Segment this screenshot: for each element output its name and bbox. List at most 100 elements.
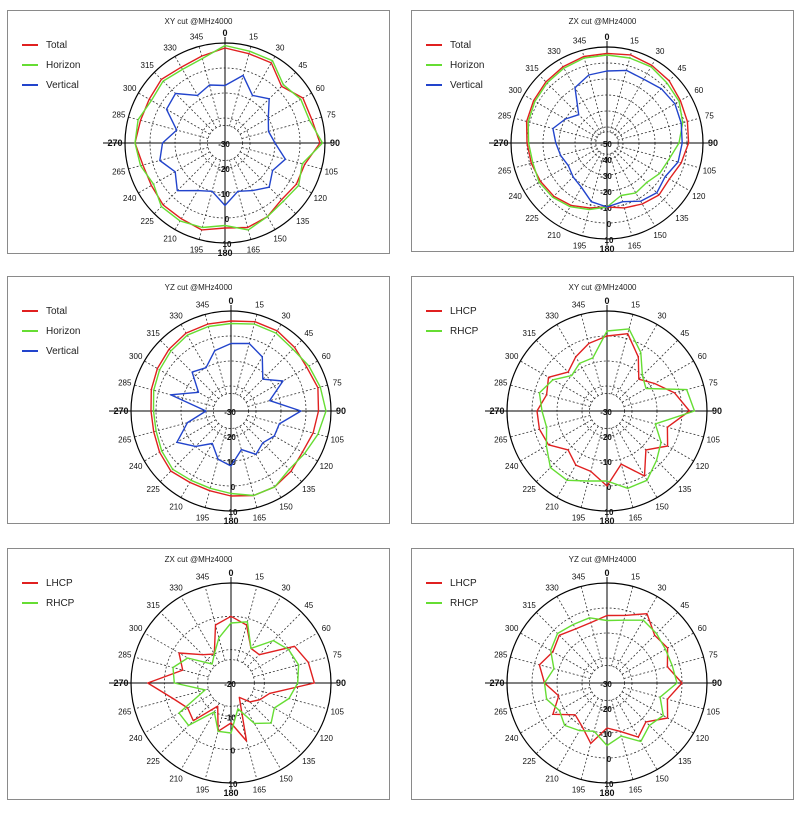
angle-tick-label: 90 [712,406,722,416]
grid-spoke [236,705,258,780]
legend-swatch [22,602,38,604]
angle-tick-label: 330 [545,312,559,321]
angle-tick-label: 135 [296,217,310,226]
chart-title: XY cut @MHz4000 [164,17,233,26]
angle-tick-label: 15 [249,33,258,42]
grid-spoke [619,695,678,754]
radial-tick-label: 10 [229,508,238,517]
angle-tick-label: 0 [604,32,609,42]
angle-tick-label: 30 [656,47,665,56]
polar-chart: 0 15 30 45 60 75 90 105 120 135 150 165 180 195 210 225… [109,568,346,798]
grid-spoke [247,699,302,754]
series-line-lhcp [536,333,691,487]
series-line-total [134,47,321,231]
panel-yz-total: YZ cut @MHz4000 0 15 30 45 60 75 90 105 120 135 15… [7,276,390,526]
angle-tick-label: 265 [118,435,132,444]
angle-tick-label: 240 [509,192,523,201]
angle-tick-label: 135 [678,485,692,494]
angle-tick-label: 45 [304,329,313,338]
angle-tick-label: 225 [141,217,155,226]
legend-label: Total [450,39,472,51]
angle-tick-label: 210 [169,502,183,511]
panel-zx-total: ZX cut @MHz4000 0 15 30 45 60 75 90 105 120 135 15… [411,10,794,254]
grid-spoke [160,699,215,754]
radial-tick-label: -30 [224,408,236,417]
radial-tick-label: -40 [600,156,612,165]
angle-tick-label: 285 [112,111,126,120]
angle-tick-label: 150 [653,231,667,240]
angle-tick-label: 270 [113,406,128,416]
legend-swatch [426,602,442,604]
angle-tick-label: 120 [314,194,328,203]
legend-label: Vertical [46,345,79,357]
radial-tick-label: 10 [223,240,232,249]
grid-spoke [520,360,593,403]
grid-spoke [556,425,599,498]
legend-swatch [22,64,38,66]
legend-label: Total [46,305,68,317]
grid-spoke [160,340,219,399]
radial-tick-label: -30 [600,680,612,689]
angle-tick-label: 120 [320,462,334,471]
angle-tick-label: 90 [336,678,346,688]
radial-tick-label: 10 [229,780,238,789]
angle-tick-label: 165 [247,245,261,254]
grid-spoke [615,596,658,669]
grid-spoke [241,116,322,139]
angle-tick-label: 30 [658,312,667,321]
radial-tick-label: -20 [600,433,612,442]
legend-label: Horizon [46,59,81,71]
grid-spoke [536,695,595,754]
angle-tick-label: 90 [708,138,718,148]
angle-tick-label: 270 [113,678,128,688]
grid-spoke [251,694,318,734]
angle-tick-label: 345 [573,37,587,46]
grid-spoke [180,324,223,397]
angle-tick-label: 105 [703,166,717,175]
angle-tick-label: 30 [282,584,291,593]
grid-spoke [180,425,223,498]
grid-spoke [242,596,282,663]
angle-tick-label: 265 [118,707,132,716]
angle-tick-label: 345 [572,573,586,582]
angle-tick-label: 15 [631,301,640,310]
grid-spoke [247,384,328,407]
grid-spoke [580,427,603,508]
grid-spoke [556,697,599,770]
grid-spoke [615,324,658,397]
grid-spoke [621,419,694,462]
grid-spoke [247,612,302,667]
angle-tick-label: 135 [675,214,689,223]
grid-spoke [144,419,217,462]
angle-tick-label: 195 [572,785,586,794]
grid-spoke [174,157,217,230]
angle-tick-label: 120 [696,462,710,471]
grid-spoke [154,72,213,131]
angle-tick-label: 300 [505,352,519,361]
grid-spoke [538,150,600,212]
angle-tick-label: 315 [147,601,161,610]
panel-xy-total: XY cut @MHz4000 0 15 30 45 60 75 90 105 120 135 15… [7,10,390,258]
grid-spoke [611,314,634,395]
grid-spoke [623,384,704,407]
grid-spoke [204,705,226,780]
grid-spoke [245,419,318,462]
legend-item-total: Total [22,301,80,321]
legend: Total Horizon Vertical [22,301,80,361]
legend: Total Horizon Vertical [426,35,484,95]
angle-tick-label: 120 [320,734,334,743]
radial-tick-label: -10 [600,204,612,213]
legend-item-vertical: Vertical [426,75,484,95]
series-line-lhcp [146,615,315,742]
radial-tick-label: -10 [224,713,236,722]
grid-spoke [233,56,276,129]
legend-item-vertical: Vertical [22,75,80,95]
grid-spoke [236,586,258,661]
radial-tick-label: -30 [600,408,612,417]
angle-tick-label: 90 [336,406,346,416]
panel-zx-cp: ZX cut @MHz4000 0 15 30 45 60 75 90 105 120 135 15… [7,548,390,800]
grid-spoke [611,427,634,508]
legend-swatch [22,44,38,46]
grid-spoke [247,415,328,438]
angle-tick-label: 15 [631,573,640,582]
